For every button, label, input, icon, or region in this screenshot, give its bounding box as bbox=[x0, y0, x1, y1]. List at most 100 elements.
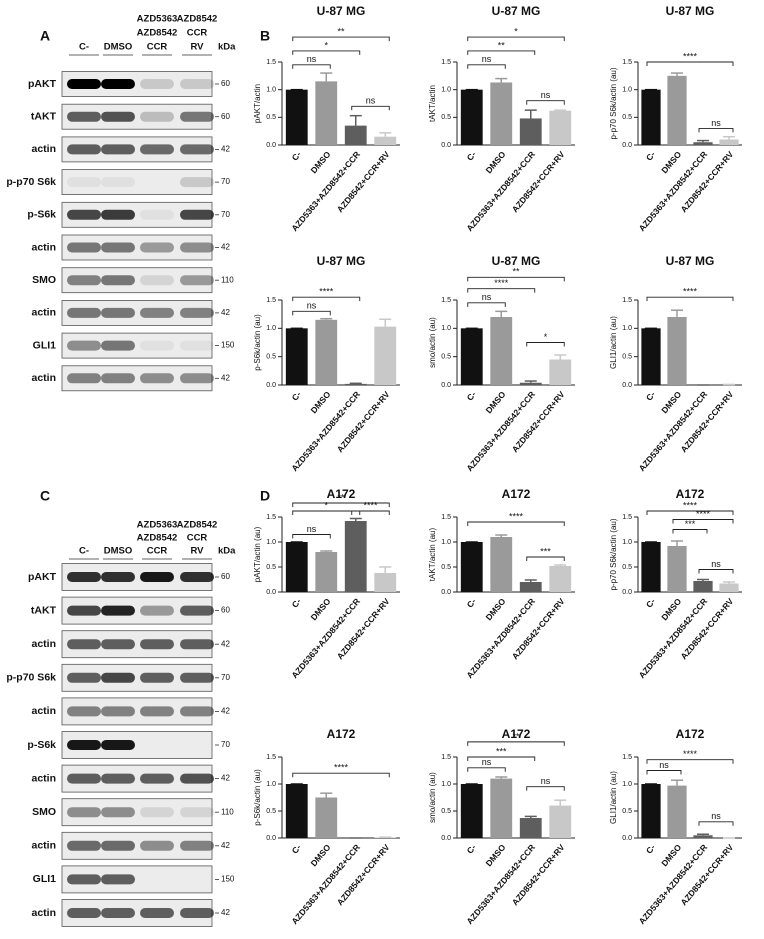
y-tick-label: 1.5 bbox=[622, 59, 632, 66]
chart-title: U-87 MG bbox=[492, 254, 541, 268]
blot-band bbox=[140, 340, 174, 351]
kda-label: 110 bbox=[221, 275, 234, 284]
lane-label: AZD8542 bbox=[177, 14, 218, 25]
lane-label: C- bbox=[79, 546, 89, 557]
kda-label: 42 bbox=[221, 243, 230, 252]
significance-label: ns bbox=[307, 301, 317, 311]
kda-header: kDa bbox=[218, 546, 236, 557]
bar bbox=[519, 582, 542, 592]
y-axis-label: p-S6k/actin (au) bbox=[253, 769, 262, 826]
bar bbox=[315, 797, 338, 838]
bar bbox=[460, 784, 483, 838]
bar bbox=[667, 317, 687, 385]
bar bbox=[641, 89, 661, 145]
kda-label: 60 bbox=[221, 572, 230, 581]
blot-band bbox=[67, 209, 101, 220]
bar bbox=[285, 89, 308, 145]
significance-label: **** bbox=[319, 287, 334, 297]
blot-band bbox=[67, 340, 101, 351]
y-tick-label: 1.5 bbox=[266, 514, 276, 521]
y-tick-label: 0.5 bbox=[266, 564, 276, 571]
significance-label: ns bbox=[711, 559, 721, 569]
significance-bracket bbox=[526, 342, 565, 347]
blot-band bbox=[67, 111, 101, 122]
row-label: actin bbox=[31, 143, 56, 155]
kda-label: 42 bbox=[221, 308, 230, 317]
significance-bracket bbox=[467, 767, 506, 772]
bar bbox=[490, 82, 513, 145]
blot-strip bbox=[61, 234, 213, 261]
significance-label: **** bbox=[334, 763, 349, 773]
blot-band bbox=[101, 177, 135, 188]
y-axis-label: tAKT/actin (au) bbox=[428, 527, 437, 581]
blot-band bbox=[140, 79, 174, 89]
y-axis-label: tAKT/actin bbox=[428, 85, 437, 122]
significance-bracket bbox=[672, 519, 734, 524]
bar bbox=[315, 81, 338, 145]
significance-bracket bbox=[467, 50, 536, 55]
bar bbox=[549, 110, 572, 145]
chart-title: U-87 MG bbox=[317, 4, 366, 18]
y-tick-label: 0.5 bbox=[622, 808, 632, 815]
blot-band bbox=[180, 706, 214, 717]
y-axis-label: pAKT/actin bbox=[253, 84, 262, 123]
bar bbox=[490, 317, 513, 385]
blot-band bbox=[101, 840, 135, 851]
bar bbox=[641, 542, 661, 592]
bar bbox=[460, 89, 483, 145]
blot-band bbox=[67, 177, 101, 188]
significance-bracket bbox=[467, 756, 536, 761]
y-axis-label: GLI1/actin (au) bbox=[609, 316, 618, 369]
kda-label: 42 bbox=[221, 841, 230, 850]
significance-bracket bbox=[646, 510, 734, 515]
blot-band bbox=[140, 605, 174, 616]
significance-bracket bbox=[526, 786, 565, 791]
blot-band bbox=[140, 275, 174, 286]
y-tick-label: 0.0 bbox=[266, 382, 276, 389]
blot-band bbox=[67, 605, 101, 616]
significance-bracket bbox=[698, 127, 734, 133]
significance-label: **** bbox=[683, 749, 698, 759]
blot-band bbox=[67, 307, 101, 318]
y-tick-label: 0.0 bbox=[441, 382, 451, 389]
blot-band bbox=[101, 908, 135, 918]
y-tick-label: 1.0 bbox=[266, 325, 276, 332]
significance-label: *** bbox=[540, 546, 551, 556]
y-tick-label: 1.0 bbox=[441, 87, 451, 94]
y-tick-label: 0.0 bbox=[622, 589, 632, 596]
y-tick-label: 1.0 bbox=[622, 539, 632, 546]
y-tick-label: 0.0 bbox=[441, 835, 451, 842]
bar bbox=[641, 784, 661, 838]
bar bbox=[693, 142, 713, 145]
row-label: actin bbox=[31, 307, 56, 319]
y-tick-label: 0.5 bbox=[441, 808, 451, 815]
blot-band bbox=[101, 572, 135, 582]
bar bbox=[490, 778, 513, 838]
significance-label: *** bbox=[496, 746, 507, 756]
blot-band bbox=[101, 373, 135, 384]
blot-band bbox=[101, 307, 135, 318]
panel-letter: A bbox=[40, 28, 50, 44]
kda-header: kDa bbox=[218, 42, 236, 53]
blot-band bbox=[180, 177, 214, 188]
blot-band bbox=[101, 111, 135, 122]
y-tick-label: 1.5 bbox=[622, 297, 632, 304]
y-tick-label: 0.5 bbox=[622, 114, 632, 121]
panel-letter: C bbox=[40, 488, 50, 504]
lane-label: AZD5363 bbox=[137, 520, 178, 531]
significance-label: ns bbox=[482, 757, 492, 767]
lane-label: CCR bbox=[187, 533, 208, 544]
row-label: p-p70 S6k bbox=[6, 672, 56, 684]
blot-band bbox=[180, 209, 214, 220]
significance-bracket bbox=[467, 741, 565, 746]
y-tick-label: 0.0 bbox=[622, 142, 632, 149]
y-tick-label: 0.5 bbox=[266, 354, 276, 361]
significance-label: ns bbox=[711, 118, 721, 128]
lane-label: CCR bbox=[147, 546, 168, 557]
bar bbox=[667, 75, 687, 145]
blot-band bbox=[140, 706, 174, 717]
blot-band bbox=[101, 209, 135, 220]
significance-label: ns bbox=[659, 760, 669, 770]
blot-band bbox=[101, 773, 135, 784]
